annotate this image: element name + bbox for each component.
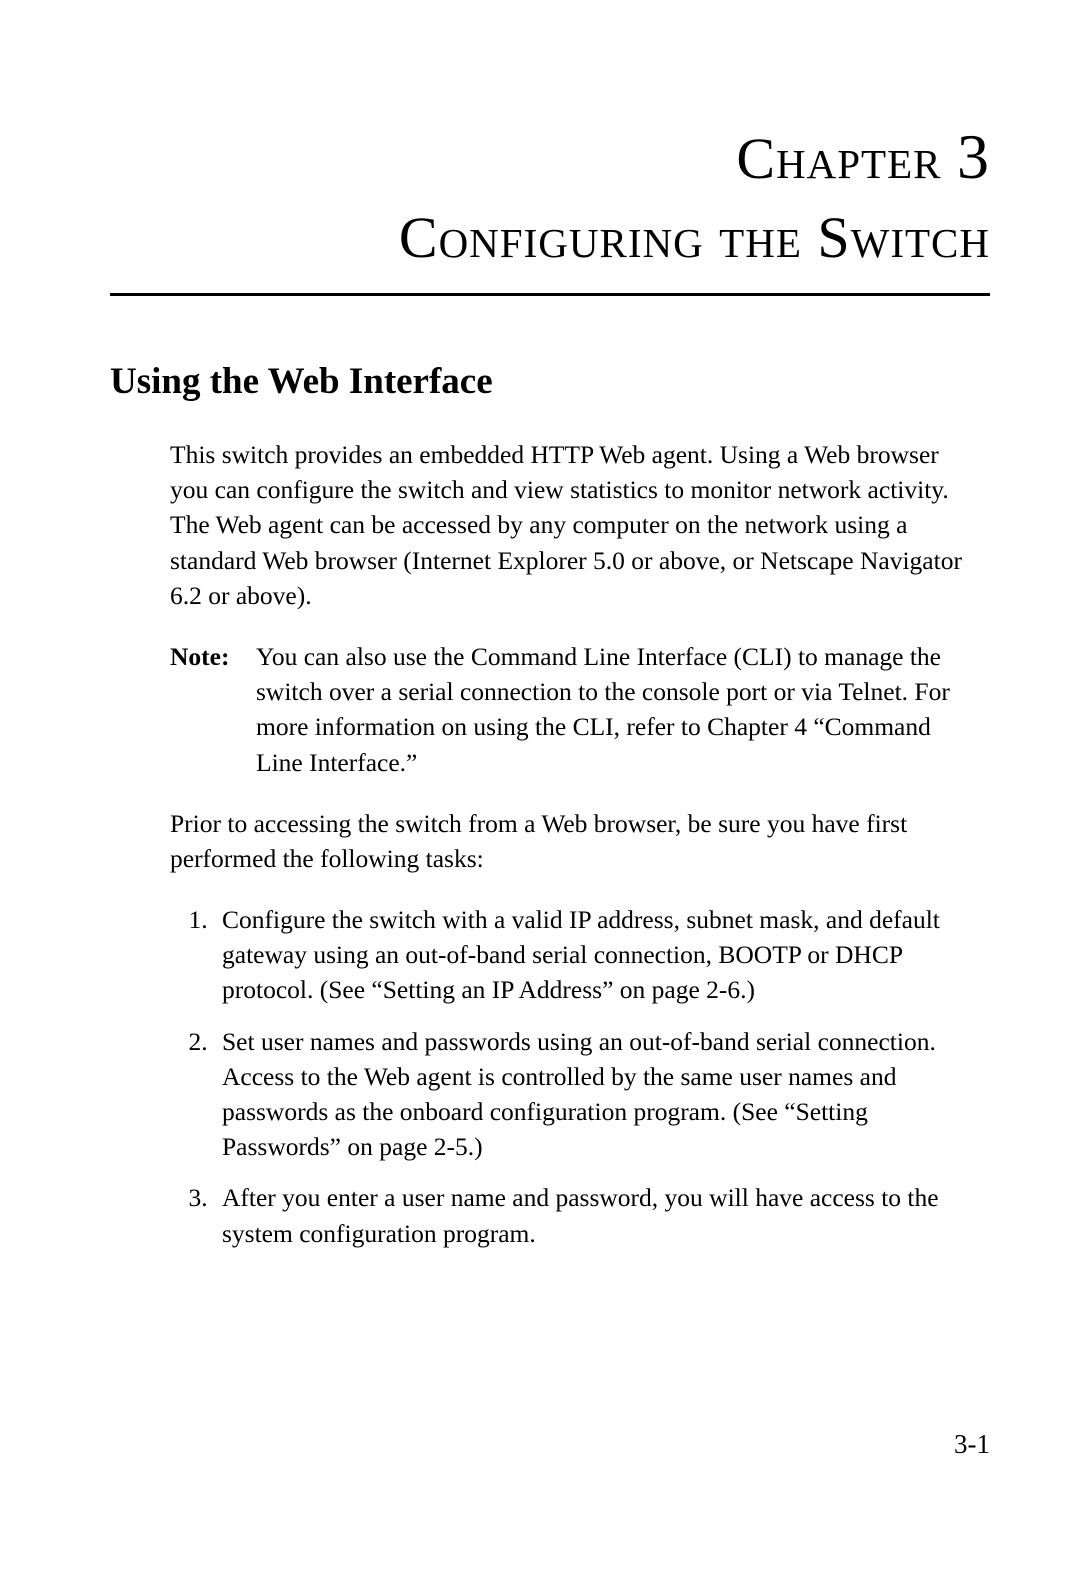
note-label: Note:	[170, 639, 256, 780]
task-item: After you enter a user name and password…	[214, 1180, 980, 1250]
task-list: Configure the switch with a valid IP add…	[170, 902, 980, 1251]
task-item: Set user names and passwords using an ou…	[214, 1024, 980, 1165]
chapter-number-line: Chapter 3	[110, 120, 990, 194]
body-block: This switch provides an embedded HTTP We…	[170, 437, 980, 1251]
chapter-title: Configuring the Switch	[110, 204, 990, 271]
pretasks-paragraph: Prior to accessing the switch from a Web…	[170, 806, 980, 876]
chapter-rule	[110, 293, 990, 296]
chapter-number: 3	[957, 121, 990, 192]
chapter-label: Chapter	[736, 126, 941, 191]
task-item: Configure the switch with a valid IP add…	[214, 902, 980, 1008]
page-number: 3-1	[954, 1429, 990, 1460]
page: Chapter 3 Configuring the Switch Using t…	[0, 0, 1080, 1570]
note-text: You can also use the Command Line Interf…	[256, 639, 980, 780]
intro-paragraph: This switch provides an embedded HTTP We…	[170, 437, 980, 613]
note-block: Note: You can also use the Command Line …	[170, 639, 980, 780]
section-heading: Using the Web Interface	[110, 360, 990, 403]
